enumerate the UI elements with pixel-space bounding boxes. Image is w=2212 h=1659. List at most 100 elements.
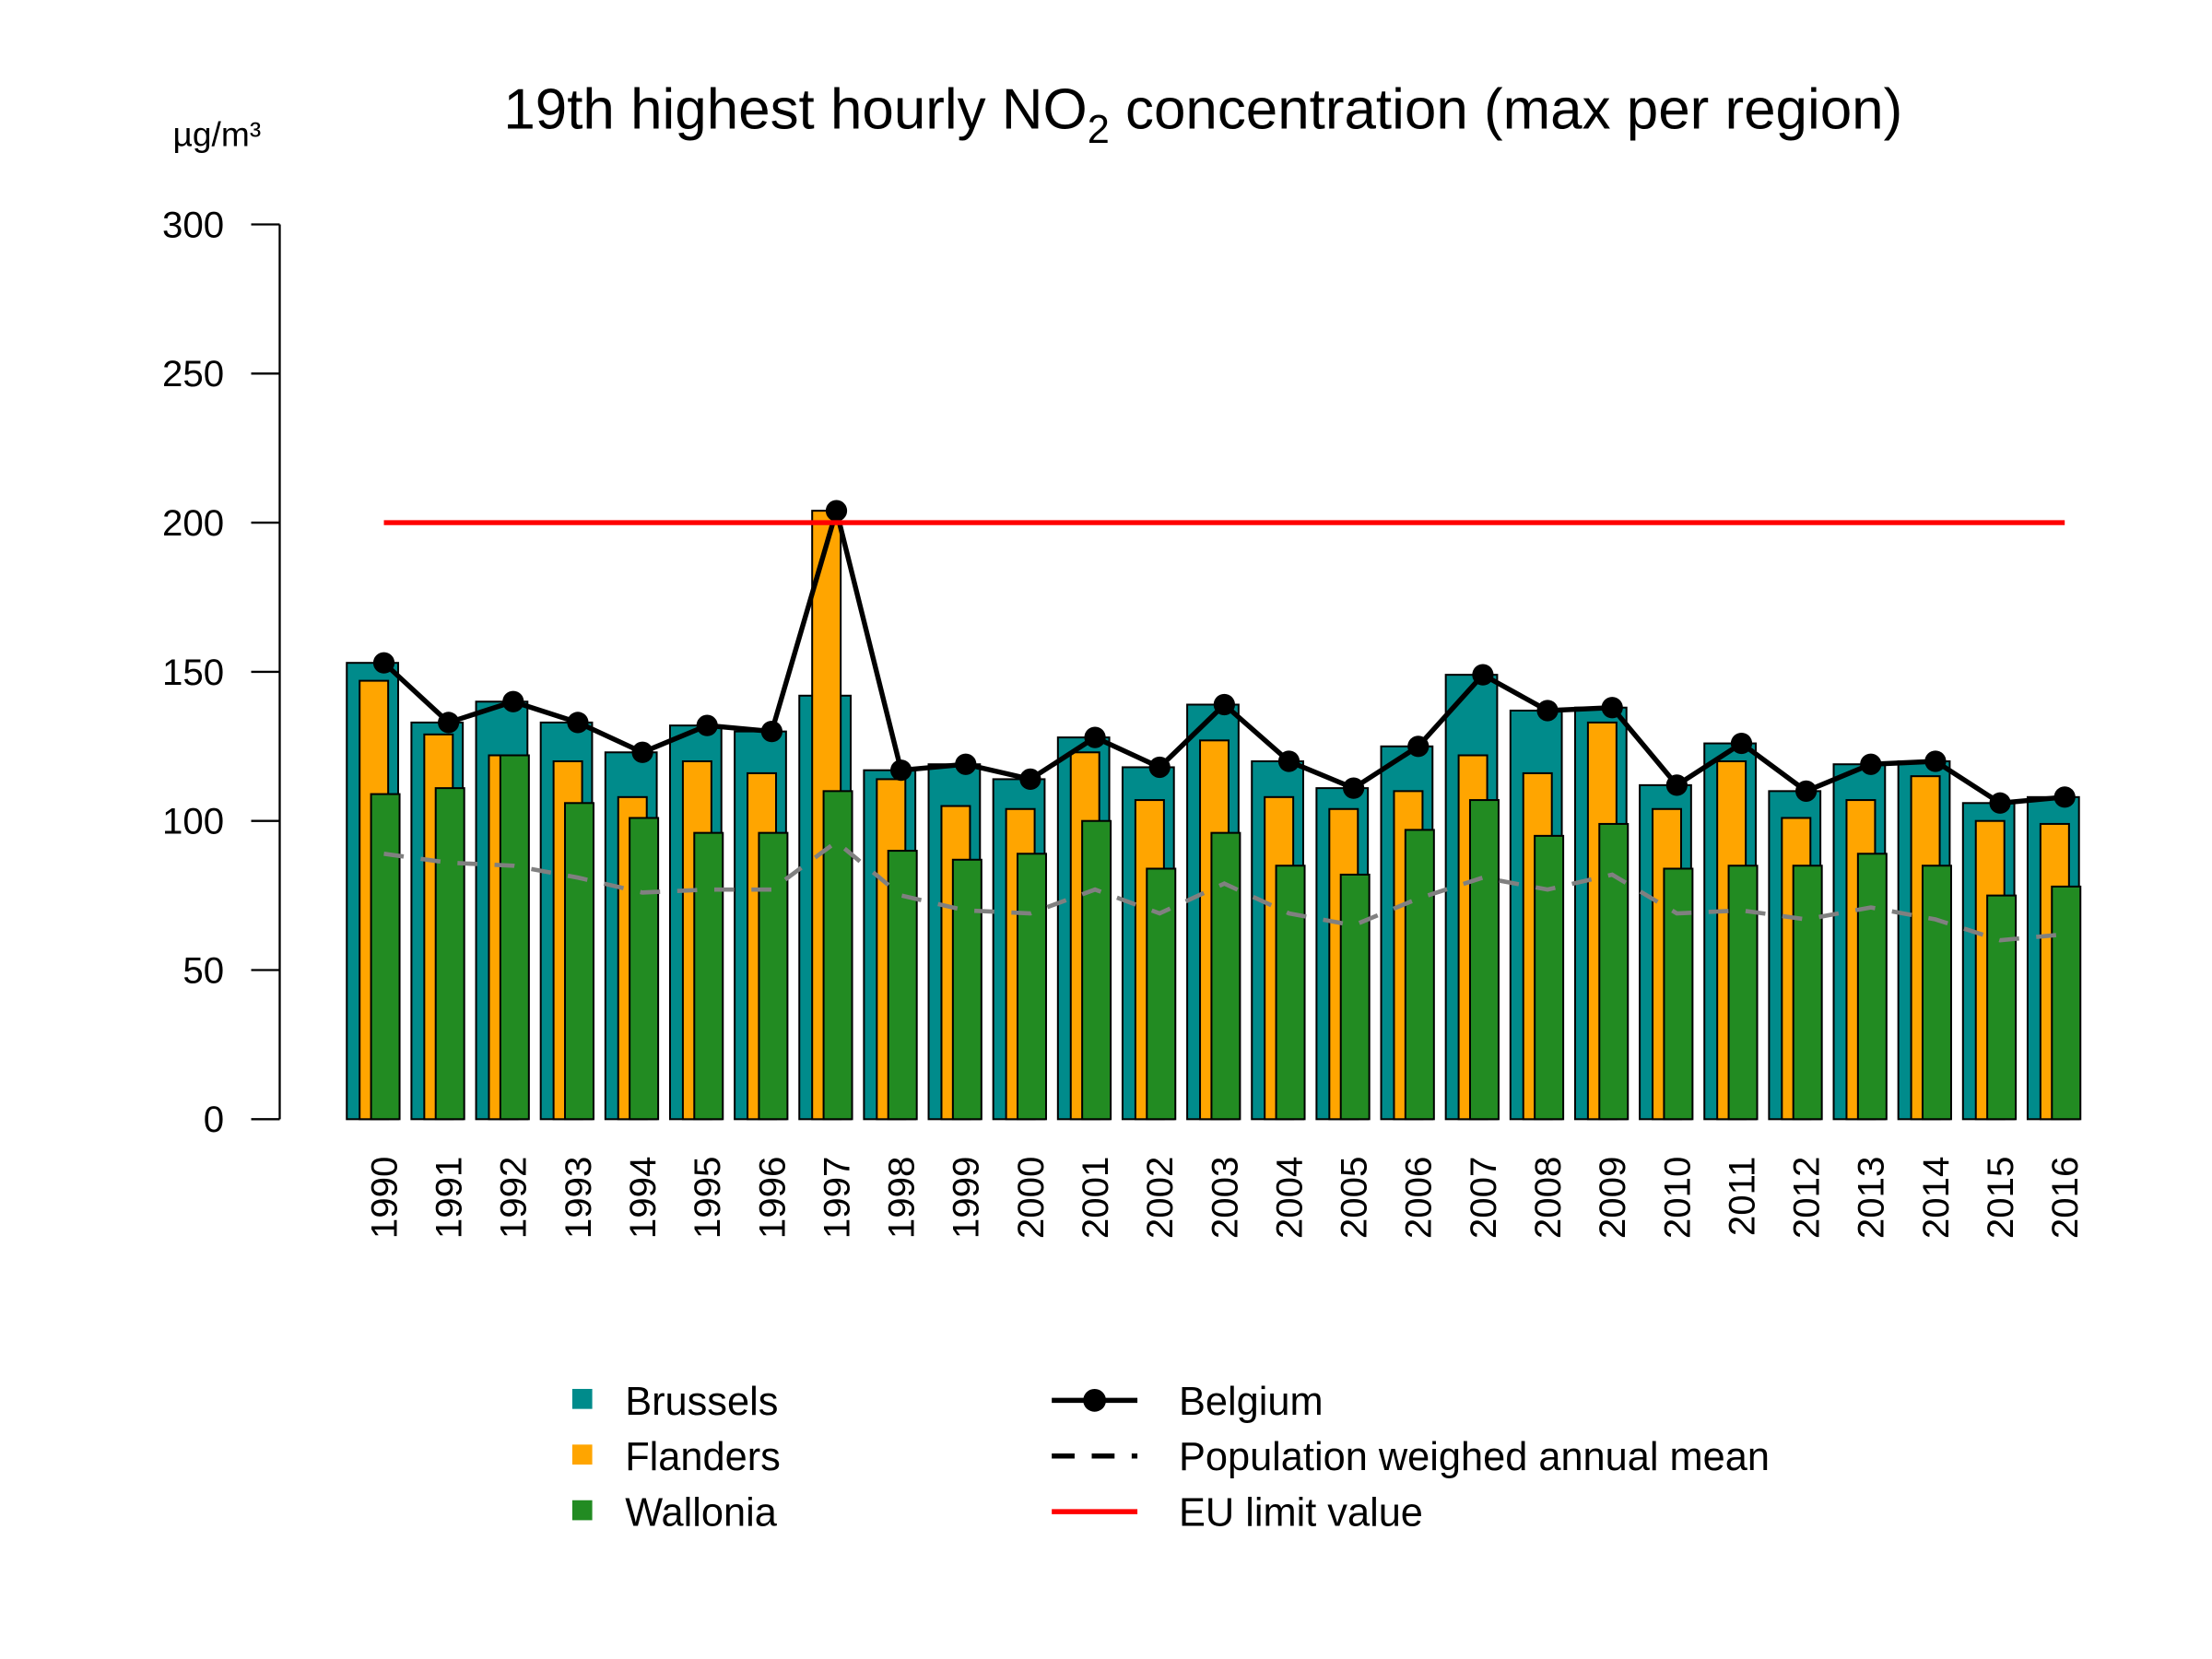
belgium-point-1993 bbox=[567, 712, 589, 734]
x-tick-label: 2004 bbox=[1268, 1157, 1310, 1240]
y-axis: 0 50 100 150 200 250 300 bbox=[162, 204, 281, 1140]
x-tick-label: 2011 bbox=[1721, 1157, 1762, 1237]
belgium-point-2011 bbox=[1730, 732, 1753, 755]
legend: Brussels Flanders Wallonia Belgium Populatio… bbox=[571, 1380, 1770, 1535]
bar-wallonia-2004 bbox=[1275, 865, 1306, 1121]
belgium-point-2007 bbox=[1472, 664, 1494, 686]
bar-wallonia-1993 bbox=[563, 802, 594, 1121]
belgium-point-1995 bbox=[696, 714, 718, 736]
bar-wallonia-2000 bbox=[1016, 853, 1047, 1121]
y-tick-label: 0 bbox=[204, 1099, 224, 1140]
y-tick-label: 150 bbox=[162, 652, 224, 693]
legend-swatch-wallonia bbox=[571, 1500, 593, 1521]
bar-wallonia-2010 bbox=[1663, 867, 1694, 1121]
y-tick-label: 200 bbox=[162, 502, 224, 544]
bar-wallonia-1992 bbox=[499, 754, 530, 1121]
belgium-point-2003 bbox=[1213, 693, 1235, 716]
belgium-point-1999 bbox=[955, 753, 977, 775]
bar-wallonia-2013 bbox=[1856, 853, 1888, 1121]
legend-label: EU limit value bbox=[1179, 1491, 1423, 1535]
legend-swatch-brussels bbox=[571, 1388, 593, 1409]
x-tick-label: 1996 bbox=[751, 1157, 793, 1240]
belgium-point-2009 bbox=[1601, 697, 1623, 719]
bar-wallonia-1998 bbox=[887, 850, 918, 1121]
bar-wallonia-1999 bbox=[951, 858, 982, 1121]
bar-wallonia-2014 bbox=[1921, 865, 1952, 1121]
x-tick-label: 1997 bbox=[816, 1157, 857, 1240]
y-tick-label: 300 bbox=[162, 204, 224, 245]
legend-label: Population weighed annual mean bbox=[1179, 1435, 1770, 1479]
belgium-point-2010 bbox=[1665, 774, 1688, 796]
belgium-point-1997 bbox=[825, 500, 848, 522]
belgium-point-2005 bbox=[1343, 777, 1365, 799]
belgium-point-2000 bbox=[1019, 768, 1041, 791]
bar-wallonia-1995 bbox=[693, 831, 724, 1121]
bar-wallonia-1997 bbox=[822, 790, 853, 1121]
x-tick-label: 2014 bbox=[1915, 1157, 1957, 1240]
y-axis-label: µg/m³ bbox=[172, 114, 261, 153]
bar-wallonia-1994 bbox=[629, 817, 660, 1121]
y-tick-label: 100 bbox=[162, 801, 224, 842]
belgium-point-2012 bbox=[1795, 780, 1818, 802]
x-tick-label: 2005 bbox=[1334, 1157, 1375, 1240]
bars bbox=[346, 510, 2082, 1121]
bar-wallonia-2003 bbox=[1210, 831, 1241, 1121]
legend-label: Belgium bbox=[1179, 1380, 1324, 1424]
bar-wallonia-2001 bbox=[1081, 819, 1112, 1121]
x-tick-label: 2007 bbox=[1463, 1157, 1504, 1240]
bar-wallonia-2015 bbox=[1986, 894, 2018, 1121]
bar-wallonia-1996 bbox=[758, 831, 789, 1121]
x-tick-label: 2003 bbox=[1204, 1157, 1245, 1240]
legend-belgium-point bbox=[1083, 1388, 1106, 1412]
belgium-point-2013 bbox=[1860, 753, 1882, 775]
belgium-point-1990 bbox=[372, 652, 395, 674]
bar-wallonia-2012 bbox=[1792, 865, 1823, 1121]
x-tick-label: 2016 bbox=[2044, 1157, 2086, 1240]
bar-wallonia-1990 bbox=[370, 793, 401, 1121]
legend-swatch-flanders bbox=[571, 1444, 593, 1465]
belgium-point-1991 bbox=[438, 712, 460, 734]
x-tick-label: 2015 bbox=[1980, 1157, 2021, 1240]
x-tick-label: 1993 bbox=[558, 1157, 599, 1240]
mean-line bbox=[383, 839, 2065, 943]
bar-wallonia-2011 bbox=[1727, 865, 1759, 1121]
bar-wallonia-2008 bbox=[1534, 834, 1565, 1121]
x-tick-label: 2002 bbox=[1139, 1157, 1181, 1240]
belgium-point-1992 bbox=[502, 690, 524, 712]
legend-label: Flanders bbox=[625, 1435, 781, 1479]
x-tick-label: 1990 bbox=[363, 1157, 405, 1240]
bar-wallonia-1991 bbox=[434, 787, 465, 1121]
bar-wallonia-2005 bbox=[1339, 873, 1371, 1121]
x-tick-label: 2008 bbox=[1527, 1157, 1569, 1240]
x-tick-label: 1991 bbox=[429, 1157, 470, 1240]
belgium-point-2004 bbox=[1277, 750, 1300, 772]
belgium-point-2008 bbox=[1536, 700, 1559, 722]
belgium-point-2015 bbox=[1989, 792, 2011, 814]
bar-wallonia-2016 bbox=[2051, 885, 2082, 1121]
x-tick-label: 2012 bbox=[1786, 1157, 1828, 1240]
belgium-point-2014 bbox=[1924, 750, 1947, 772]
belgium-point-2016 bbox=[2053, 786, 2076, 808]
x-tick-label: 2009 bbox=[1592, 1157, 1633, 1240]
y-tick-label: 50 bbox=[182, 949, 224, 991]
x-tick-label: 1992 bbox=[493, 1157, 535, 1240]
belgium-point-2002 bbox=[1148, 756, 1171, 779]
x-tick-label: 1994 bbox=[622, 1157, 664, 1240]
legend-label: Wallonia bbox=[625, 1491, 778, 1535]
belgium-point-1998 bbox=[890, 759, 912, 782]
x-tick-label: 2013 bbox=[1851, 1157, 1892, 1240]
x-tick-label: 2001 bbox=[1075, 1157, 1116, 1240]
x-tick-label: 1995 bbox=[687, 1157, 728, 1240]
belgium-point-2001 bbox=[1084, 726, 1106, 748]
x-tick-label: 2000 bbox=[1010, 1157, 1052, 1240]
x-tick-label: 1998 bbox=[881, 1157, 923, 1240]
belgium-point-1996 bbox=[760, 721, 782, 743]
bar-wallonia-2009 bbox=[1598, 822, 1630, 1121]
bar-wallonia-2007 bbox=[1468, 799, 1500, 1121]
legend-label: Brussels bbox=[625, 1380, 778, 1424]
belgium-point-1994 bbox=[631, 741, 653, 763]
x-tick-label: 2010 bbox=[1656, 1157, 1698, 1240]
chart-title: 19th highest hourly NO2 concentration (m… bbox=[503, 78, 1902, 152]
x-tick-label: 2006 bbox=[1398, 1157, 1440, 1240]
